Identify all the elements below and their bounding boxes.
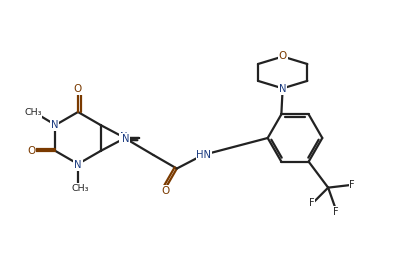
Text: O: O	[161, 186, 169, 196]
Text: HN: HN	[196, 150, 211, 160]
Text: CH₃: CH₃	[24, 108, 42, 117]
Text: N: N	[51, 120, 58, 130]
Text: N: N	[122, 134, 130, 144]
Text: F: F	[309, 198, 315, 208]
Text: N: N	[74, 160, 82, 170]
Text: O: O	[279, 51, 287, 61]
Text: F: F	[349, 180, 355, 190]
Text: N: N	[120, 132, 128, 142]
Text: N: N	[279, 84, 287, 94]
Text: CH₃: CH₃	[71, 184, 89, 193]
Text: O: O	[27, 146, 35, 156]
Text: F: F	[333, 207, 339, 217]
Text: O: O	[74, 84, 82, 94]
